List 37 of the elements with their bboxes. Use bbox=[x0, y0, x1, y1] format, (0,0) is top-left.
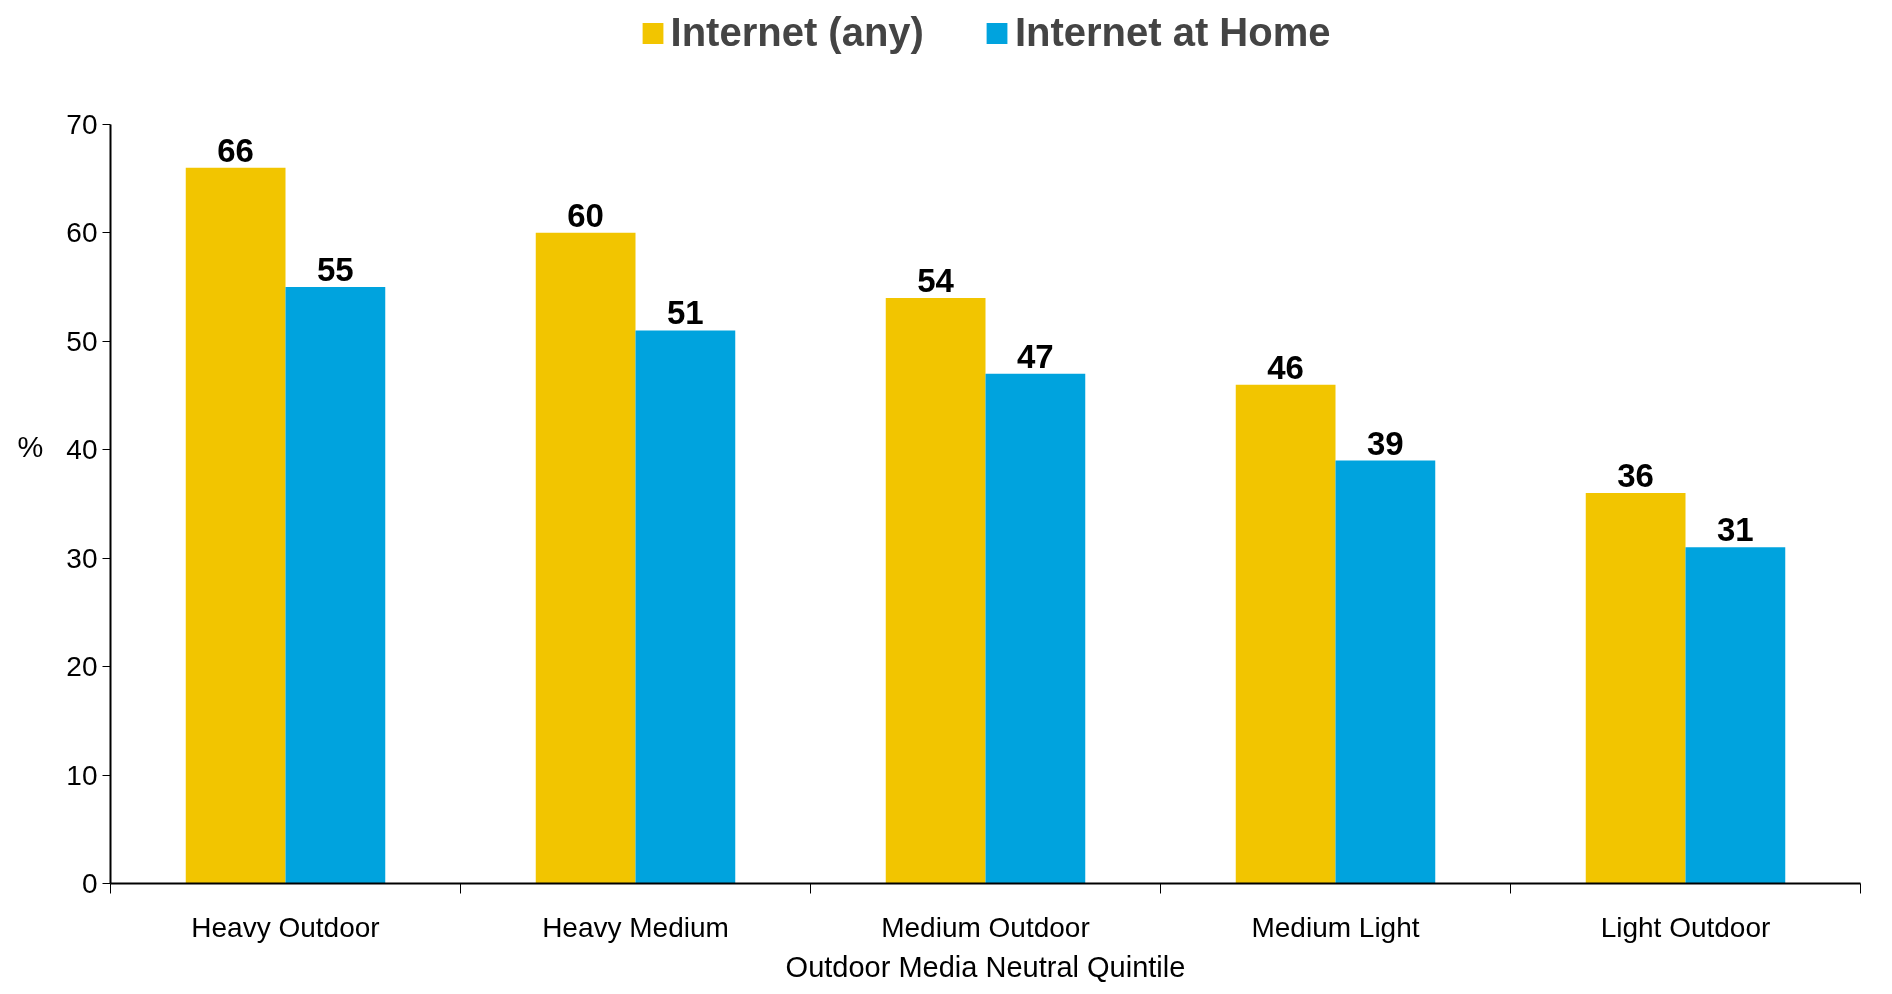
bar bbox=[185, 167, 286, 884]
data-label: 36 bbox=[1617, 457, 1654, 495]
x-tick-label: Heavy Outdoor bbox=[191, 911, 380, 943]
bar bbox=[1585, 493, 1686, 884]
y-axis-title: % bbox=[17, 431, 44, 463]
data-label: 47 bbox=[1017, 337, 1054, 375]
x-tick-label: Heavy Medium bbox=[542, 911, 729, 943]
bar bbox=[535, 232, 636, 884]
bar bbox=[1235, 384, 1336, 884]
bar bbox=[1685, 547, 1786, 884]
y-tick-label: 40 bbox=[66, 434, 98, 466]
x-tick-label: Light Outdoor bbox=[1600, 911, 1771, 943]
x-tick-label: Medium Light bbox=[1251, 911, 1420, 943]
y-tick-label: 50 bbox=[66, 325, 98, 357]
legend-label: Internet (any) bbox=[670, 10, 924, 55]
data-label: 46 bbox=[1267, 348, 1304, 386]
bar bbox=[1335, 460, 1436, 884]
bar bbox=[635, 330, 736, 884]
data-label: 31 bbox=[1717, 511, 1754, 549]
y-tick-label: 10 bbox=[66, 759, 98, 791]
legend-label: Internet at Home bbox=[1014, 10, 1331, 55]
bar bbox=[885, 297, 986, 884]
y-tick-label: 20 bbox=[66, 651, 98, 683]
data-label: 51 bbox=[667, 294, 704, 332]
y-tick-label: 70 bbox=[66, 108, 98, 140]
data-label: 39 bbox=[1367, 424, 1404, 462]
data-label: 54 bbox=[917, 261, 955, 299]
y-tick-label: 0 bbox=[81, 868, 98, 899]
bar bbox=[985, 373, 1086, 884]
data-label: 66 bbox=[217, 131, 254, 169]
data-label: 60 bbox=[567, 196, 604, 234]
data-label: 55 bbox=[317, 251, 354, 289]
y-tick-label: 30 bbox=[66, 542, 98, 574]
y-tick-label: 60 bbox=[66, 217, 98, 249]
x-axis-title: Outdoor Media Neutral Quintile bbox=[785, 950, 1186, 983]
x-tick-label: Medium Outdoor bbox=[881, 911, 1090, 943]
bar bbox=[285, 287, 386, 884]
